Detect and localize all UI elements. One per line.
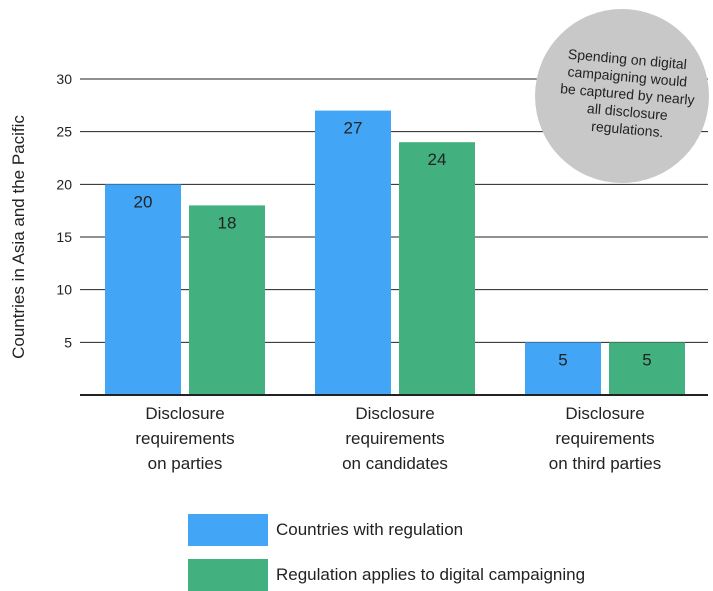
data-label-digital-2: 5 [642, 350, 651, 369]
data-label-countries-1: 27 [344, 119, 363, 138]
category-label-2-line-2: on third parties [549, 454, 661, 473]
category-label-2-line-1: requirements [555, 429, 654, 448]
category-label-0-line-2: on parties [148, 454, 223, 473]
annotation-line-3: all disclosure [586, 100, 668, 123]
category-label-1-line-2: on candidates [342, 454, 448, 473]
bar-chart: 5 10 15 20 25 30 Countries in Asia and the Pac… [9, 9, 709, 473]
bar-countries-0 [105, 184, 181, 395]
data-label-countries-0: 20 [134, 192, 153, 211]
y-tick-label-10: 10 [56, 282, 72, 298]
y-tick-label-20: 20 [56, 176, 72, 192]
y-tick-label-30: 30 [56, 71, 72, 87]
y-axis-title: Countries in Asia and the Pacific [9, 115, 28, 359]
y-tick-label-25: 25 [56, 124, 72, 140]
data-label-digital-1: 24 [428, 150, 447, 169]
data-label-countries-2: 5 [558, 350, 567, 369]
y-tick-label-15: 15 [56, 229, 72, 245]
bar-countries-2 [525, 342, 601, 395]
legend-label-countries-with-regulation: Countries with regulation [276, 520, 464, 539]
bar-digital-2 [609, 342, 685, 395]
legend-item-regulation-applies-to-digital-campaigning: Regulation applies to digital campaignin… [188, 559, 585, 591]
category-label-0-line-1: requirements [135, 429, 234, 448]
category-label-0-line-0: Disclosure [145, 404, 224, 423]
category-label-1-line-1: requirements [345, 429, 444, 448]
legend-item-countries-with-regulation: Countries with regulation [188, 514, 463, 546]
annotation-circle [535, 9, 709, 183]
bar-digital-0 [189, 205, 265, 395]
bar-digital-1 [399, 142, 475, 395]
legend-swatch-countries-with-regulation [188, 514, 268, 546]
y-tick-label-5: 5 [64, 334, 72, 350]
legend-label-regulation-applies-to-digital-campaigning: Regulation applies to digital campaignin… [276, 565, 586, 584]
category-label-1-line-0: Disclosure [355, 404, 434, 423]
annotation-line-4: regulations. [591, 118, 665, 140]
data-label-digital-0: 18 [218, 213, 237, 232]
bar-countries-1 [315, 110, 391, 395]
category-label-2-line-0: Disclosure [565, 404, 644, 423]
legend-swatch-regulation-applies-to-digital-campaigning [188, 559, 268, 591]
